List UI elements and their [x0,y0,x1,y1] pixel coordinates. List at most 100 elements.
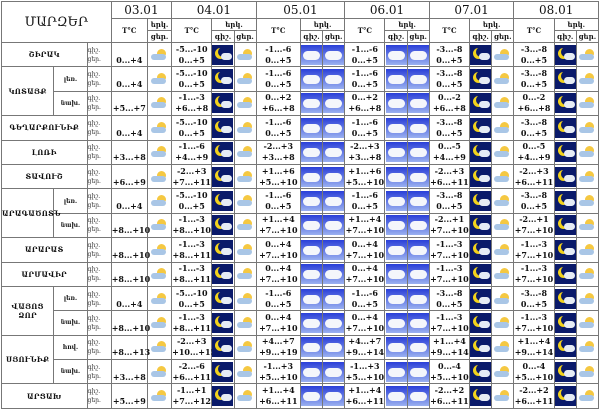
cloudy-icon [323,264,345,285]
temperature-cell: -1...-3 +7...+10 [513,310,555,336]
day-temperature: +7...+10 [345,225,385,236]
day-temperature: 0...+4 [116,298,143,309]
night-label: գիշ. [87,119,101,127]
weather-icon-cell [406,261,430,287]
night-header: գիշ. [299,30,324,43]
weather-icon-cell [299,285,324,312]
weather-icon-cell [211,383,235,409]
sun-cloud-icon [577,45,598,65]
temperature-cell: 0...+4 +7...+10 [344,237,386,263]
sun-cloud-icon [577,215,598,235]
region-name: ՇԻՐԱԿ [1,41,88,68]
weather-icon-cell [491,66,515,92]
weather-icon-cell [322,90,346,117]
weather-icon-cell [146,66,173,92]
table-row: նախ. գիշ. ցեր. +8...+10 -1...-3 +8...+11 0...… [2,310,600,336]
night-cloud-icon [554,337,576,358]
night-temperature: +1...+4 [517,336,551,347]
cloudy-icon [385,142,407,163]
temperature-cell: +1...+4 +6...+11 [255,383,301,409]
cloudy-icon [323,215,345,236]
cloudy-icon [407,191,429,212]
period-labels: գիշ. ցեր. [86,212,112,239]
weather-icon-cell [211,237,235,263]
day-temperature: +7...+10 [514,274,554,285]
date-header: 04.01 [171,1,257,19]
temperature-cell: 0...+4 +7...+10 [255,261,301,287]
zone-label: նախ. [53,90,88,117]
weather-icon-cell [553,115,577,141]
sun-cloud-icon [235,118,256,138]
weather-icon-cell [299,237,324,263]
weather-icon-cell [322,359,346,385]
night-temperature: -3...-8 [436,190,463,201]
cloudy-icon [407,215,429,236]
day-temperature: +8...+10 [111,322,151,333]
night-cloud-icon [554,117,576,138]
day-header: ցեր. [491,30,515,43]
temperature-cell: -2...+3 +3...+8 [255,139,301,165]
sun-cloud-icon [577,362,598,382]
sun-cloud-icon [577,93,598,113]
night-temperature: +1...+4 [432,336,466,347]
cloudy-icon [407,142,429,163]
weather-icon-cell [233,41,257,68]
night-temperature: +1...+4 [348,385,382,396]
table-row: ՇԻՐԱԿ գիշ. ցեր. 0...+4 -5...-10 0...+5 -1...-… [1,41,600,68]
night-cloud-icon [470,386,492,407]
night-temperature: 0...+2 [351,92,378,103]
temperature-header: T°C [513,18,555,43]
weather-icon-cell [575,90,600,117]
night-cloud-icon [470,361,492,382]
weather-icon-cell [322,310,346,336]
night-cloud-icon [554,69,576,90]
night-cloud-icon [212,386,234,407]
weather-icon-cell [575,115,600,141]
sun-cloud-icon [492,69,513,89]
sun-cloud-icon [492,240,513,260]
sky-header: երկ. [299,18,346,31]
night-temperature: -5...-10 [175,43,208,54]
sun-cloud-icon [149,93,170,113]
day-temperature: +9...+14 [345,347,385,358]
weather-icon-cell [553,237,577,263]
day-label: ցեր. [87,323,101,331]
day-temperature: +6...+8 [517,103,551,114]
sun-cloud-icon [149,289,170,309]
temperature-cell: -3...-8 0...+5 [513,285,555,312]
weather-icon-cell [233,359,257,385]
sun-cloud-icon [235,313,256,333]
night-temperature [112,141,147,152]
weather-icon-cell [575,237,600,263]
day-temperature: +7...+12 [172,396,211,407]
temperature-cell: 0...+4 [110,66,148,92]
weather-icon-cell [211,212,235,239]
day-temperature: +7...+10 [514,322,554,333]
day-temperature: +8...+10 [111,274,151,285]
sun-cloud-icon [492,386,513,406]
cloudy-icon [407,288,429,309]
weather-icon-cell [553,310,577,336]
night-temperature: -2...+3 [176,165,207,176]
weather-icon-cell [406,383,430,409]
sun-cloud-icon [492,215,513,235]
night-temperature: -5...-10 [175,68,208,79]
weather-icon-cell [469,334,493,361]
day-label: ցեր. [87,153,101,161]
night-temperature: -2...-6 [178,360,205,371]
day-temperature: +5...+9 [112,396,146,407]
weather-icon-cell [299,188,324,214]
night-temperature: -1...-6 [351,190,378,201]
day-header: ցեր. [406,30,430,43]
day-temperature: +8...+10 [111,225,151,236]
weather-icon-cell [211,188,235,214]
zone-label: հով. [53,334,88,361]
day-header: ցեր. [233,30,257,43]
night-temperature [112,166,147,177]
night-temperature: -3...-8 [436,43,463,54]
night-temperature: -3...-8 [436,116,463,127]
night-cloud-icon [212,337,234,358]
cloudy-icon [385,69,407,90]
weather-icon-cell [384,90,408,117]
sun-cloud-icon [235,142,256,162]
